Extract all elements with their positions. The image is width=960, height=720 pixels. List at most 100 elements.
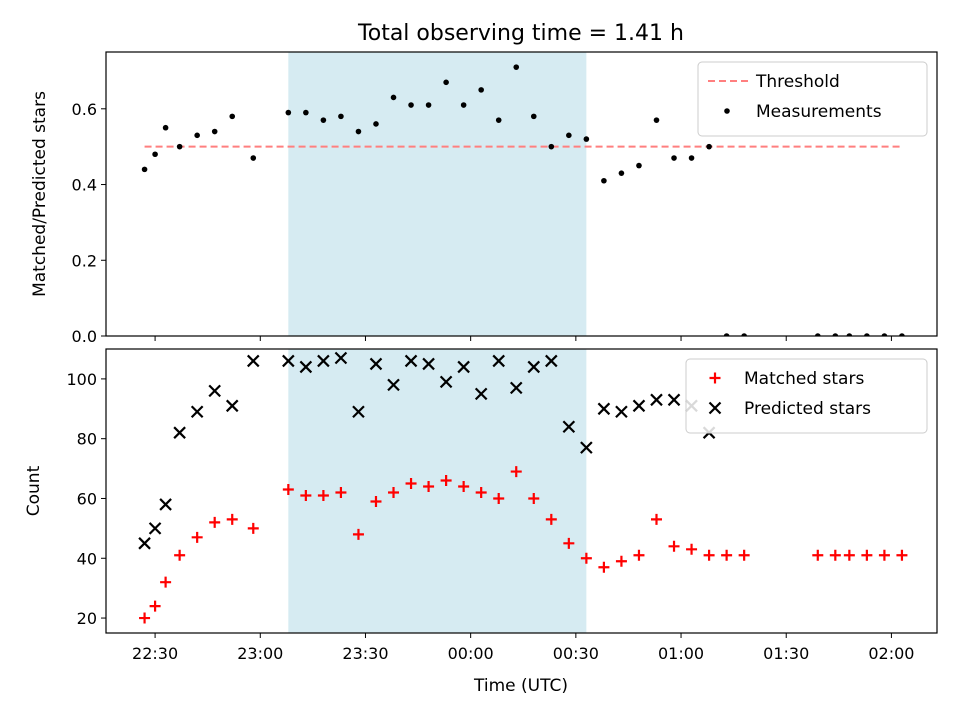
data-point <box>352 405 365 419</box>
data-point <box>300 489 312 501</box>
data-point <box>211 128 218 135</box>
data-point <box>194 132 200 139</box>
data-point <box>653 117 660 123</box>
data-point <box>439 375 453 389</box>
y-tick-label: 100 <box>66 370 97 389</box>
y-tick-label: 0.6 <box>72 100 97 119</box>
legend: Threshold Measurements <box>697 61 928 137</box>
y-tick-label: 0.4 <box>72 176 97 195</box>
x-tick-label: 23:30 <box>342 644 388 663</box>
axes-frame <box>105 348 938 634</box>
data-point <box>580 441 593 454</box>
data-point <box>881 333 888 336</box>
data-point <box>174 549 186 561</box>
data-point <box>846 333 853 336</box>
data-point <box>703 549 715 561</box>
data-point <box>457 360 470 374</box>
y-axis-label: Matched/Predicted stars <box>30 91 50 297</box>
data-point <box>636 162 642 169</box>
plot-area <box>138 349 908 633</box>
data-point <box>597 402 611 416</box>
data-point <box>355 128 362 135</box>
data-point <box>152 151 158 158</box>
data-point <box>369 357 383 371</box>
data-point <box>370 495 382 507</box>
data-point <box>618 170 625 176</box>
data-point <box>688 155 695 161</box>
count-panel: 20 40 60 80 100 22:30 23:00 23:30 00:00 00:30 01:0… <box>24 348 938 663</box>
data-point <box>247 522 259 534</box>
data-point <box>583 136 590 142</box>
y-tick-label: 0.0 <box>72 327 97 346</box>
data-point <box>741 333 747 336</box>
data-point <box>422 357 435 371</box>
data-point <box>527 360 541 374</box>
data-point <box>723 333 730 336</box>
data-point <box>738 549 750 561</box>
legend-box <box>685 358 928 434</box>
data-point <box>545 354 558 368</box>
x-tick-label: 01:30 <box>763 644 809 663</box>
data-point <box>530 113 537 120</box>
data-point <box>423 481 435 493</box>
data-point <box>404 354 418 368</box>
y-tick-label: 80 <box>77 430 97 449</box>
data-point <box>226 513 238 525</box>
data-point <box>812 549 824 561</box>
x-tick-label: 23:00 <box>237 644 283 663</box>
data-point <box>492 354 505 368</box>
data-point <box>250 155 257 161</box>
data-point <box>335 486 347 498</box>
data-point <box>829 549 841 561</box>
data-point <box>832 333 839 336</box>
data-point <box>425 102 432 108</box>
data-point <box>650 393 663 407</box>
data-point <box>495 117 502 123</box>
x-axis-label: Time (UTC) <box>473 676 568 696</box>
legend-predicted-swatch <box>708 401 722 415</box>
data-point <box>671 155 677 161</box>
ratio-panel: 0.0 0.2 0.4 0.6 Matched/Predicted stars Thres… <box>30 51 938 346</box>
axes-frame <box>105 51 938 337</box>
data-point <box>633 549 645 561</box>
data-point <box>191 531 203 543</box>
data-point <box>615 405 628 419</box>
data-point <box>598 561 610 573</box>
series-measurements <box>141 64 905 336</box>
data-point <box>303 109 309 116</box>
data-point <box>149 600 161 612</box>
data-point <box>563 537 575 549</box>
data-point <box>580 552 592 564</box>
data-point <box>317 354 330 368</box>
y-tick-label: 40 <box>77 549 97 568</box>
data-point <box>528 492 540 504</box>
legend: Matched stars Predicted stars <box>685 358 928 434</box>
x-tick-label: 22:30 <box>132 644 178 663</box>
data-point <box>246 354 260 368</box>
legend-label: Measurements <box>756 102 882 122</box>
data-point <box>390 94 397 101</box>
plot-area <box>141 52 905 336</box>
data-point <box>861 549 873 561</box>
data-point <box>208 384 221 398</box>
data-point <box>474 387 488 401</box>
data-point <box>148 522 162 535</box>
data-point <box>334 351 348 365</box>
data-point <box>509 381 523 395</box>
data-point <box>299 360 313 374</box>
data-point <box>139 612 151 624</box>
data-point <box>601 177 607 184</box>
series-matched-stars <box>139 466 908 624</box>
data-point <box>632 399 646 413</box>
data-point <box>510 466 522 478</box>
y-axis-label: Count <box>24 465 44 516</box>
data-point <box>443 79 449 86</box>
data-point <box>388 486 400 498</box>
data-point <box>896 549 908 561</box>
legend-measurement-swatch <box>724 108 730 114</box>
data-point <box>899 333 905 336</box>
data-point <box>373 121 379 127</box>
figure-title: Total observing time = 1.41 h <box>357 21 684 46</box>
data-point <box>458 481 470 493</box>
